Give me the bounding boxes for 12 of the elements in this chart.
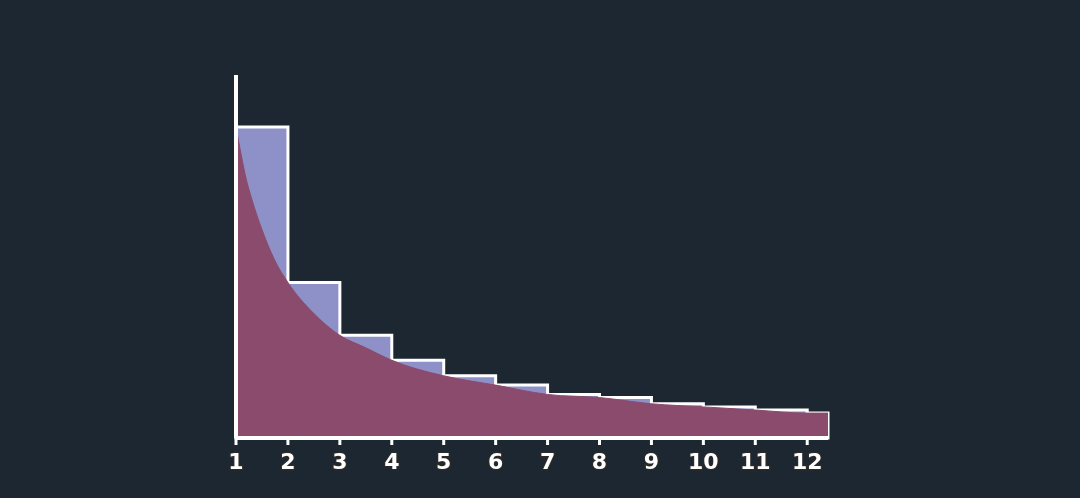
x-tick-label: 10 [688,449,719,474]
x-tick-label: 6 [487,449,504,474]
x-tick-label: 3 [332,449,348,474]
x-tick-label: 9 [643,449,660,474]
x-tick-label: 4 [384,449,400,474]
x-tick-label: 2 [280,449,296,474]
x-tick-label: 7 [539,449,556,474]
x-tick-label: 12 [791,449,823,474]
x-tick-label: 11 [739,449,771,474]
x-tick-label: 5 [436,449,452,474]
x-tick-label: 8 [591,449,608,474]
x-tick-label: 1 [228,449,244,474]
